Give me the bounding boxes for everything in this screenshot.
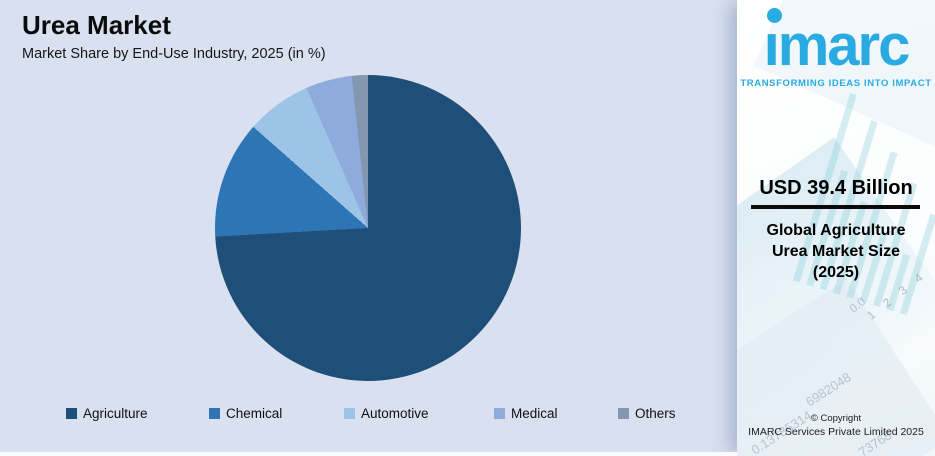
legend: Agriculture Chemical Automotive Medical … <box>0 406 737 426</box>
legend-item-medical: Medical <box>494 406 558 421</box>
copyright-line2: IMARC Services Private Limited 2025 <box>748 426 924 438</box>
market-size-label: Global Agriculture Urea Market Size (202… <box>766 222 906 281</box>
legend-swatch-medical <box>494 408 505 419</box>
market-size-value: USD 39.4 Billion <box>759 177 913 199</box>
logo-i-dot <box>766 8 782 23</box>
brand-panel: 0.0 1 2 3 4 6982048 0.13785314 73768 ıma… <box>737 0 935 456</box>
legend-item-others: Others <box>618 406 676 421</box>
legend-swatch-others <box>618 408 629 419</box>
legend-label: Agriculture <box>83 406 148 421</box>
legend-label: Automotive <box>361 406 429 421</box>
copyright-line1: © Copyright <box>810 413 862 424</box>
legend-swatch-automotive <box>344 408 355 419</box>
legend-label: Others <box>635 406 676 421</box>
logo-wordmark: ımarc <box>763 13 911 78</box>
bottom-strip <box>0 452 737 456</box>
divider-line <box>751 205 920 209</box>
legend-item-chemical: Chemical <box>209 406 282 421</box>
legend-item-agriculture: Agriculture <box>66 406 148 421</box>
page-title: Urea Market <box>22 10 171 40</box>
legend-label: Medical <box>511 406 558 421</box>
imarc-logo: ımarc <box>737 8 935 75</box>
logo-tagline: TRANSFORMING IDEAS INTO IMPACT <box>740 78 932 89</box>
legend-swatch-agriculture <box>66 408 77 419</box>
pie-chart <box>215 75 521 381</box>
legend-swatch-chemical <box>209 408 220 419</box>
legend-label: Chemical <box>226 406 283 421</box>
legend-item-automotive: Automotive <box>344 406 429 421</box>
page-subtitle: Market Share by End-Use Industry, 2025 (… <box>22 46 326 62</box>
copyright: © Copyright IMARC Services Private Limit… <box>737 413 935 438</box>
